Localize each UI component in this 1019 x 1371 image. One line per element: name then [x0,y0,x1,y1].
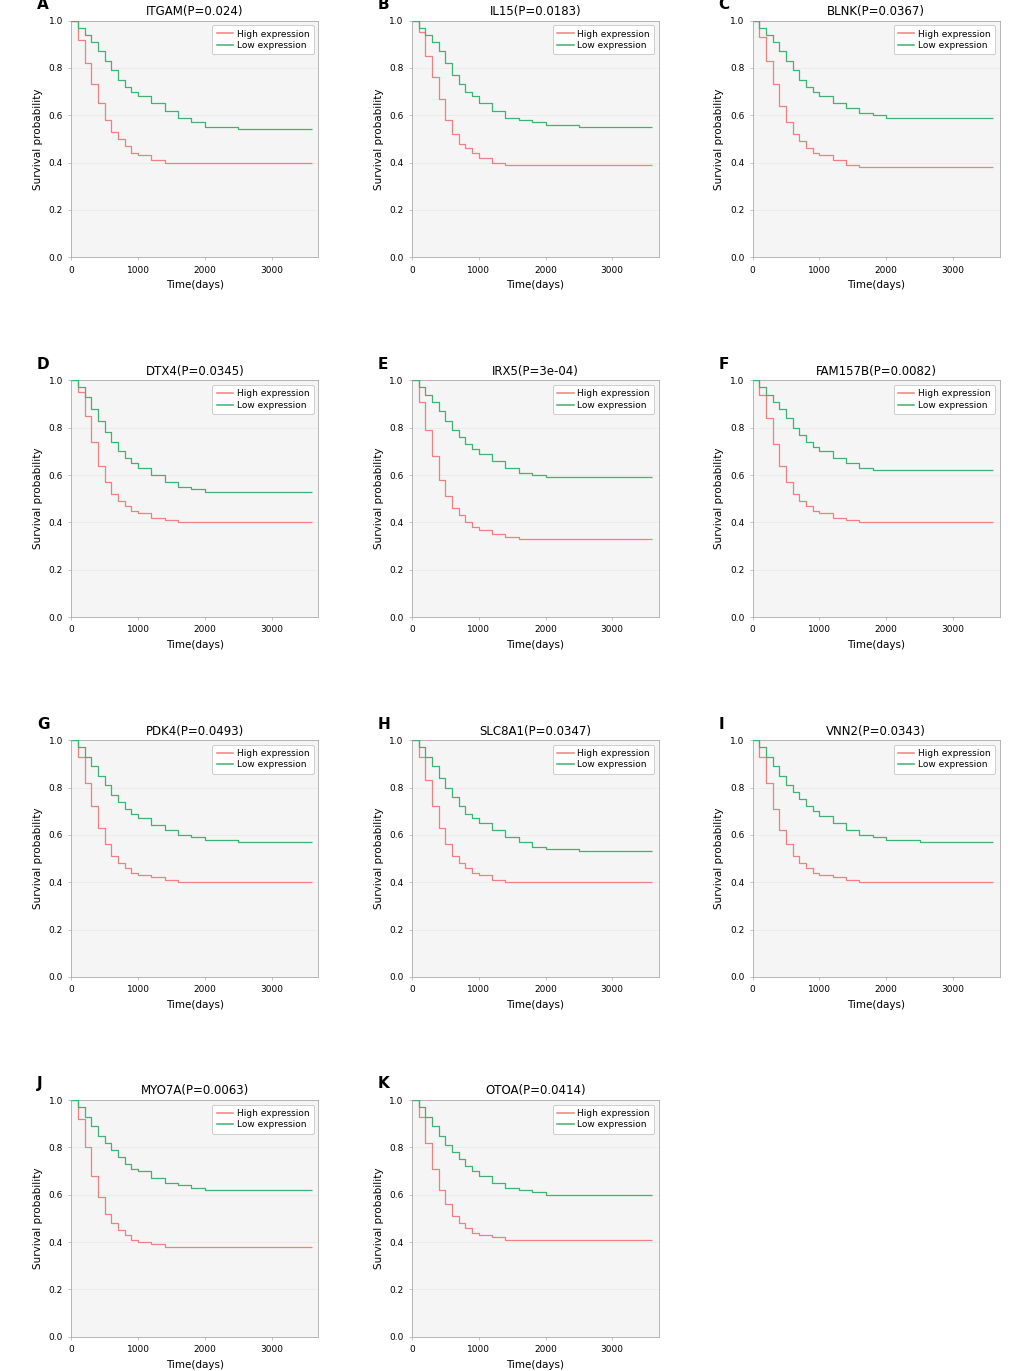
Title: IRX5(P=3e-04): IRX5(P=3e-04) [491,365,579,378]
Text: H: H [377,717,390,732]
Legend: High expression, Low expression: High expression, Low expression [212,744,314,775]
Text: J: J [37,1076,43,1091]
Legend: High expression, Low expression: High expression, Low expression [893,744,995,775]
Legend: High expression, Low expression: High expression, Low expression [212,385,314,414]
Y-axis label: Survival probability: Survival probability [373,808,383,909]
Title: DTX4(P=0.0345): DTX4(P=0.0345) [146,365,244,378]
Text: C: C [717,0,729,12]
Legend: High expression, Low expression: High expression, Low expression [212,25,314,55]
Legend: High expression, Low expression: High expression, Low expression [552,1105,654,1134]
Text: G: G [37,717,49,732]
Y-axis label: Survival probability: Survival probability [713,88,723,189]
Legend: High expression, Low expression: High expression, Low expression [552,385,654,414]
Y-axis label: Survival probability: Survival probability [373,1168,383,1270]
Y-axis label: Survival probability: Survival probability [373,448,383,550]
Title: OTOA(P=0.0414): OTOA(P=0.0414) [485,1084,585,1097]
Legend: High expression, Low expression: High expression, Low expression [893,385,995,414]
Y-axis label: Survival probability: Survival probability [713,448,723,550]
Legend: High expression, Low expression: High expression, Low expression [893,25,995,55]
X-axis label: Time(days): Time(days) [166,640,223,650]
X-axis label: Time(days): Time(days) [166,1360,223,1370]
Y-axis label: Survival probability: Survival probability [33,88,43,189]
Legend: High expression, Low expression: High expression, Low expression [212,1105,314,1134]
Y-axis label: Survival probability: Survival probability [373,88,383,189]
Y-axis label: Survival probability: Survival probability [33,448,43,550]
Y-axis label: Survival probability: Survival probability [33,1168,43,1270]
Legend: High expression, Low expression: High expression, Low expression [552,744,654,775]
Y-axis label: Survival probability: Survival probability [33,808,43,909]
X-axis label: Time(days): Time(days) [506,999,564,1010]
X-axis label: Time(days): Time(days) [847,999,904,1010]
Title: FAM157B(P=0.0082): FAM157B(P=0.0082) [815,365,935,378]
X-axis label: Time(days): Time(days) [506,640,564,650]
Text: A: A [37,0,49,12]
X-axis label: Time(days): Time(days) [506,1360,564,1370]
X-axis label: Time(days): Time(days) [166,999,223,1010]
X-axis label: Time(days): Time(days) [506,280,564,291]
Y-axis label: Survival probability: Survival probability [713,808,723,909]
Text: F: F [717,356,728,372]
Title: BLNK(P=0.0367): BLNK(P=0.0367) [826,5,924,18]
Title: SLC8A1(P=0.0347): SLC8A1(P=0.0347) [479,725,591,738]
Title: PDK4(P=0.0493): PDK4(P=0.0493) [146,725,244,738]
Title: IL15(P=0.0183): IL15(P=0.0183) [489,5,581,18]
Text: B: B [377,0,389,12]
X-axis label: Time(days): Time(days) [166,280,223,291]
Legend: High expression, Low expression: High expression, Low expression [552,25,654,55]
Text: I: I [717,717,723,732]
Title: ITGAM(P=0.024): ITGAM(P=0.024) [146,5,244,18]
X-axis label: Time(days): Time(days) [847,280,904,291]
Title: VNN2(P=0.0343): VNN2(P=0.0343) [825,725,925,738]
Text: D: D [37,356,49,372]
Text: K: K [377,1076,389,1091]
Text: E: E [377,356,387,372]
Title: MYO7A(P=0.0063): MYO7A(P=0.0063) [141,1084,249,1097]
X-axis label: Time(days): Time(days) [847,640,904,650]
